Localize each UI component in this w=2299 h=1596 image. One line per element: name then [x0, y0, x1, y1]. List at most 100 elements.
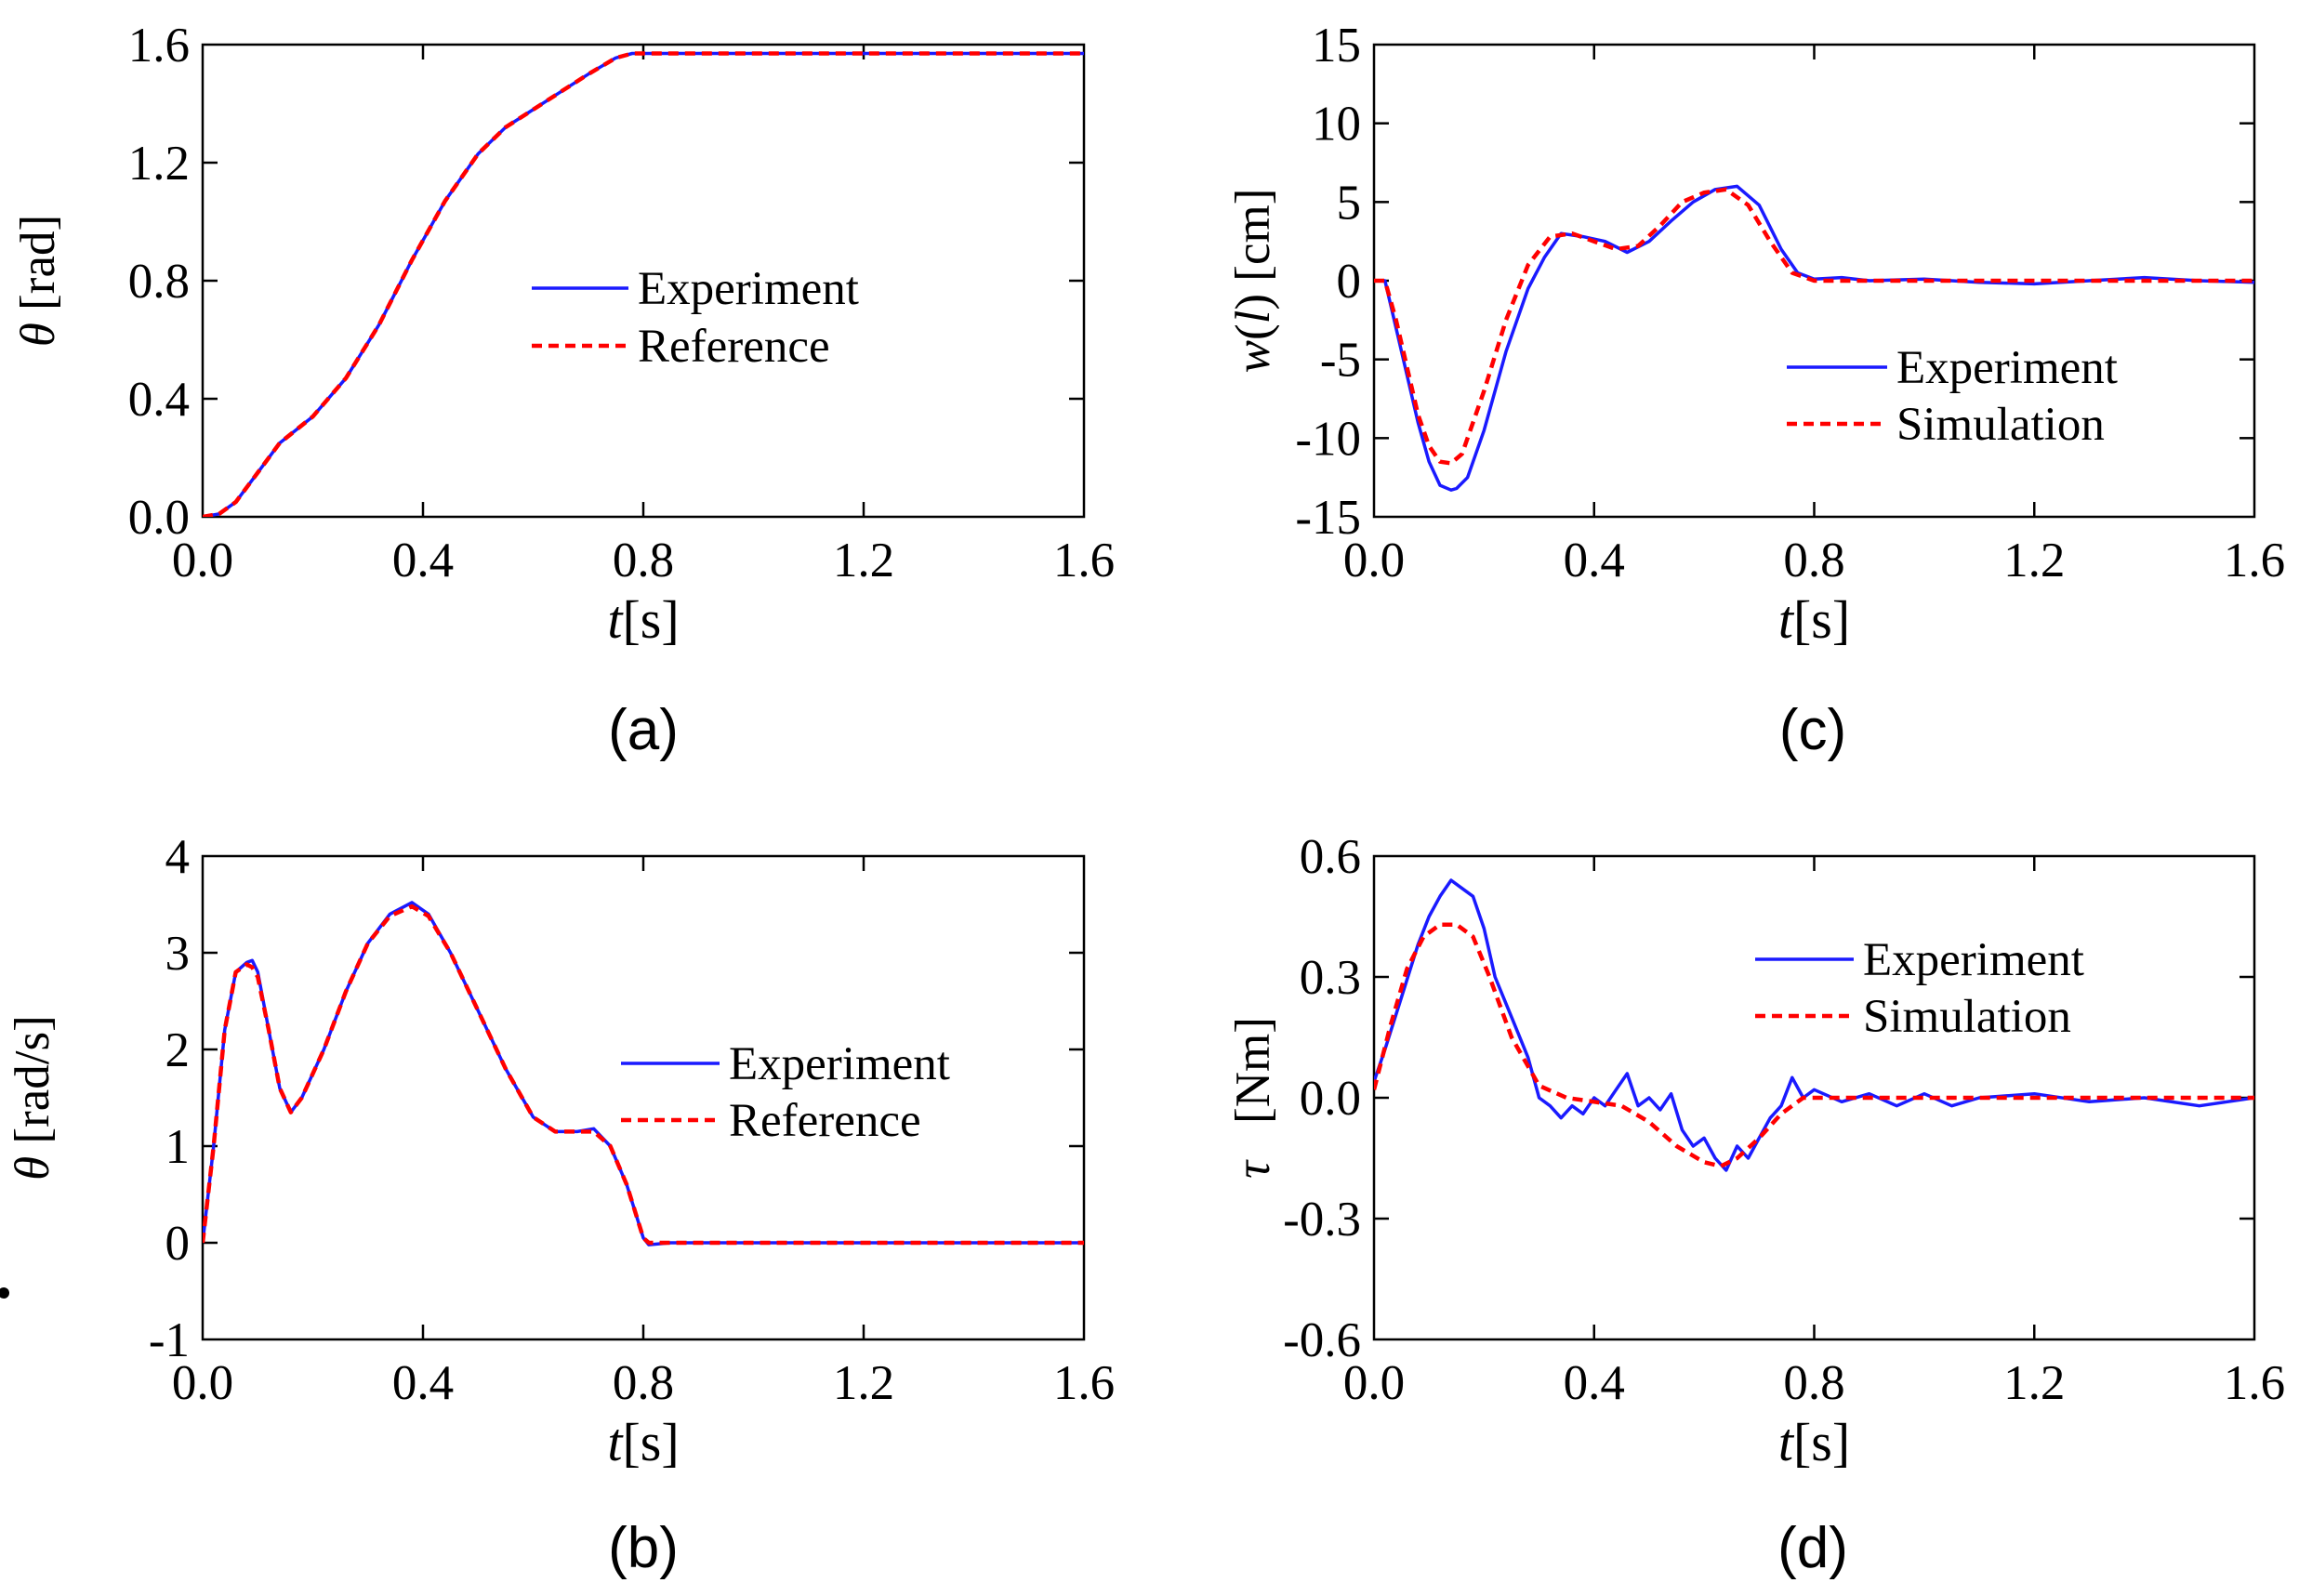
x-tick-label: 0.0 — [1343, 1356, 1405, 1410]
y-axis-symbol: θ — [6, 1156, 59, 1181]
y-tick-label: 1.6 — [128, 19, 190, 73]
x-tick-label: 0.0 — [1343, 534, 1405, 587]
series-group — [1374, 878, 2254, 1172]
x-tick-label: 0.4 — [392, 534, 454, 587]
series-line-simulation — [1374, 922, 2254, 1168]
legend-label-experiment: Experiment — [1896, 342, 2118, 394]
panel-label: (c) — [1779, 698, 1846, 762]
y-tick-label: 0.6 — [1300, 830, 1361, 884]
x-axis-symbol: t — [1778, 589, 1795, 650]
x-tick-label: 1.2 — [833, 534, 894, 587]
x-axis-unit: [s] — [1793, 589, 1850, 650]
y-axis-label: w(l) [cm] — [1226, 189, 1280, 374]
series-line-reference — [203, 51, 1084, 517]
series-group — [203, 901, 1084, 1246]
y-tick-label: -1 — [149, 1313, 190, 1367]
x-tick-label: 1.2 — [833, 1356, 894, 1410]
y-tick-label: 15 — [1312, 19, 1361, 73]
legend-label-experiment: Experiment — [729, 1038, 950, 1090]
y-tick-label: 0.0 — [1300, 1072, 1361, 1126]
y-tick-label: 0.4 — [128, 373, 190, 427]
x-tick-label: 1.6 — [1053, 1356, 1115, 1410]
chart-panel-d: 0.0 0.4 0.8 1.2 1.6 -0.6 -0.3 0.0 0.3 0.6 t[s] τ [Nm… — [1226, 830, 2285, 1580]
y-tick-label: 0 — [1337, 255, 1362, 309]
y-tick-label: 1.2 — [128, 137, 190, 191]
y-axis-label: τ [Nm] — [1226, 1017, 1280, 1179]
x-tick-label: 1.6 — [2224, 1356, 2285, 1410]
x-tick-label: 0.8 — [1783, 534, 1844, 587]
plot-frame — [201, 854, 1086, 1341]
chart-panel-c: 0.0 0.4 0.8 1.2 1.6 -15 -10 -5 0 5 10 15 t[s] w(l) [c… — [1226, 19, 2285, 762]
y-tick-label: -5 — [1320, 334, 1361, 388]
legend: Experiment Reference — [532, 263, 859, 373]
y-tick-label: 10 — [1312, 98, 1361, 152]
chart-panel-b: 0.0 0.4 0.8 1.2 1.6 -1 0 1 2 3 4 t[s] θ [rad/s] Exper… — [0, 830, 1115, 1580]
legend-label-simulation: Simulation — [1863, 991, 2071, 1043]
y-axis-symbol: θ — [11, 323, 65, 347]
y-tick-label: 0.0 — [128, 491, 190, 545]
y-axis-unit: [cm] — [1226, 189, 1280, 294]
series-line-simulation — [1374, 187, 2254, 466]
x-axis-unit: [s] — [622, 1412, 679, 1472]
x-tick-label: 0.4 — [1564, 534, 1625, 587]
y-tick-label: 4 — [165, 830, 191, 884]
x-tick-label: 1.6 — [1053, 534, 1115, 587]
x-axis-label: t[s] — [607, 589, 679, 650]
y-axis-label: θ [rad] — [11, 215, 65, 347]
x-tick-label: 1.6 — [2224, 534, 2285, 587]
legend-label-reference: Reference — [729, 1095, 921, 1147]
chart-panel-a: 0.0 0.4 0.8 1.2 1.6 0.0 0.4 0.8 1.2 1.6 t[s] θ [rad… — [11, 19, 1115, 762]
y-tick-label: -10 — [1295, 412, 1361, 466]
y-tick-label: 0.8 — [128, 255, 190, 309]
x-axis-label: t[s] — [1778, 589, 1850, 650]
y-tick-label: 0.3 — [1300, 951, 1361, 1005]
legend-label-experiment: Experiment — [638, 263, 859, 315]
x-tick-label: 0.8 — [1783, 1356, 1844, 1410]
series-line-experiment — [203, 901, 1084, 1246]
y-axis-inner: l — [1226, 310, 1280, 324]
y-axis-label: θ [rad/s] — [6, 1015, 59, 1181]
panel-label: (a) — [608, 698, 679, 762]
legend-label-simulation: Simulation — [1896, 399, 2105, 451]
series-line-experiment — [1374, 878, 2254, 1172]
legend-label-reference: Reference — [638, 321, 830, 373]
x-tick-label: 0.0 — [172, 1356, 233, 1410]
y-axis-paren-close: ) — [1226, 294, 1280, 310]
y-tick-label: 2 — [165, 1023, 191, 1077]
x-axis-unit: [s] — [622, 589, 679, 650]
y-tick-label: 3 — [165, 927, 191, 981]
x-tick-label: 0.8 — [613, 534, 674, 587]
x-tick-label: 0.0 — [172, 534, 233, 587]
x-tick-label: 1.2 — [2003, 1356, 2065, 1410]
series-group — [203, 51, 1084, 517]
series-line-reference — [203, 904, 1084, 1246]
y-axis-unit: [rad/s] — [6, 1015, 59, 1156]
x-axis-unit: [s] — [1793, 1412, 1850, 1472]
x-tick-label: 0.4 — [392, 1356, 454, 1410]
x-tick-label: 0.8 — [613, 1356, 674, 1410]
series-group — [1374, 184, 2254, 492]
y-tick-label: 5 — [1337, 176, 1362, 230]
x-tick-label: 0.4 — [1564, 1356, 1625, 1410]
series-line-experiment — [1374, 184, 2254, 492]
panel-label: (b) — [608, 1516, 679, 1580]
y-tick-label: 0 — [165, 1217, 191, 1271]
y-axis-symbol: τ — [1226, 1159, 1280, 1179]
y-tick-label: -15 — [1295, 491, 1361, 545]
panel-label: (d) — [1777, 1516, 1848, 1580]
x-tick-label: 1.2 — [2003, 534, 2065, 587]
y-axis-dot-marker — [0, 1287, 9, 1299]
x-axis-symbol: t — [607, 589, 624, 650]
x-axis-label: t[s] — [1778, 1412, 1850, 1472]
x-axis-label: t[s] — [607, 1412, 679, 1472]
y-axis-symbol: w — [1226, 340, 1280, 373]
x-axis-symbol: t — [607, 1412, 624, 1472]
y-tick-label: 1 — [165, 1120, 191, 1174]
y-axis-unit: [rad] — [11, 215, 65, 323]
y-axis-unit: [Nm] — [1226, 1017, 1280, 1124]
y-tick-label: -0.6 — [1283, 1313, 1361, 1367]
